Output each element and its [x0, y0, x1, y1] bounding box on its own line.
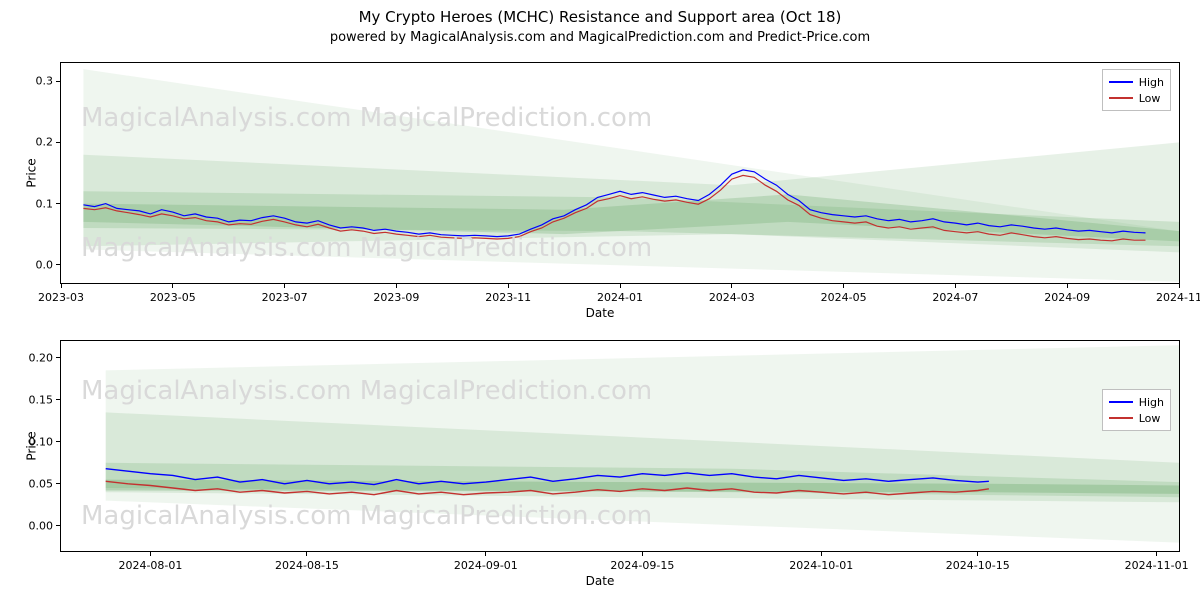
xtick-mark: [61, 283, 62, 288]
legend-item: Low: [1109, 90, 1164, 106]
legend-label: Low: [1139, 412, 1161, 425]
figure: My Crypto Heroes (MCHC) Resistance and S…: [0, 0, 1200, 600]
xtick-label: 2023-05: [150, 291, 196, 304]
bottom-chart-panel: Price MagicalAnalysis.com MagicalPredict…: [60, 340, 1180, 552]
xtick-mark: [821, 551, 822, 556]
bottom-chart-svg: [61, 341, 1179, 551]
xtick-label: 2024-11-01: [1125, 559, 1189, 572]
top-legend: High Low: [1102, 69, 1171, 111]
legend-item: High: [1109, 394, 1164, 410]
chart-subtitle: powered by MagicalAnalysis.com and Magic…: [0, 30, 1200, 45]
ytick-mark: [56, 525, 61, 526]
legend-label: High: [1139, 396, 1164, 409]
legend-swatch: [1109, 81, 1133, 83]
ytick-mark: [56, 142, 61, 143]
ytick-mark: [56, 483, 61, 484]
xtick-mark: [172, 283, 173, 288]
ytick-mark: [56, 399, 61, 400]
xtick-mark: [731, 283, 732, 288]
xtick-label: 2024-01: [597, 291, 643, 304]
ytick-label: 0.1: [21, 197, 53, 210]
ytick-mark: [56, 81, 61, 82]
xtick-mark: [150, 551, 151, 556]
xtick-mark: [284, 283, 285, 288]
xtick-mark: [843, 283, 844, 288]
ytick-label: 0.0: [21, 258, 53, 271]
xtick-mark: [306, 551, 307, 556]
xtick-label: 2023-11: [485, 291, 531, 304]
xtick-label: 2023-09: [373, 291, 419, 304]
top-chart-svg: [61, 63, 1179, 283]
ytick-mark: [56, 203, 61, 204]
ytick-mark: [56, 264, 61, 265]
xtick-label: 2024-05: [821, 291, 867, 304]
top-ylabel: Price: [25, 158, 39, 187]
xtick-label: 2024-09-01: [454, 559, 518, 572]
xtick-mark: [1067, 283, 1068, 288]
xtick-mark: [620, 283, 621, 288]
top-xlabel: Date: [0, 306, 1200, 320]
xtick-label: 2024-03: [709, 291, 755, 304]
legend-label: Low: [1139, 92, 1161, 105]
legend-label: High: [1139, 76, 1164, 89]
ytick-label: 0.15: [21, 393, 53, 406]
xtick-label: 2023-07: [262, 291, 308, 304]
ytick-label: 0.10: [21, 435, 53, 448]
legend-item: Low: [1109, 410, 1164, 426]
ytick-label: 0.05: [21, 477, 53, 490]
xtick-label: 2024-09: [1044, 291, 1090, 304]
ytick-mark: [56, 357, 61, 358]
chart-title: My Crypto Heroes (MCHC) Resistance and S…: [0, 8, 1200, 26]
xtick-mark: [508, 283, 509, 288]
ytick-label: 0.20: [21, 351, 53, 364]
xtick-mark: [642, 551, 643, 556]
xtick-label: 2024-10-15: [946, 559, 1010, 572]
xtick-label: 2024-08-15: [275, 559, 339, 572]
xtick-label: 2024-11: [1156, 291, 1200, 304]
ytick-label: 0.3: [21, 75, 53, 88]
legend-swatch: [1109, 417, 1133, 419]
xtick-mark: [955, 283, 956, 288]
xtick-mark: [396, 283, 397, 288]
xtick-label: 2023-03: [38, 291, 84, 304]
legend-item: High: [1109, 74, 1164, 90]
top-chart-panel: Price MagicalAnalysis.com MagicalPredict…: [60, 62, 1180, 284]
xtick-label: 2024-10-01: [789, 559, 853, 572]
legend-swatch: [1109, 97, 1133, 99]
xtick-mark: [485, 551, 486, 556]
ytick-label: 0.00: [21, 519, 53, 532]
bottom-legend: High Low: [1102, 389, 1171, 431]
xtick-mark: [1179, 283, 1180, 288]
bottom-xlabel: Date: [0, 574, 1200, 588]
xtick-mark: [1156, 551, 1157, 556]
legend-swatch: [1109, 401, 1133, 403]
xtick-label: 2024-07: [932, 291, 978, 304]
xtick-label: 2024-08-01: [118, 559, 182, 572]
ytick-label: 0.2: [21, 136, 53, 149]
xtick-mark: [977, 551, 978, 556]
xtick-label: 2024-09-15: [610, 559, 674, 572]
ytick-mark: [56, 441, 61, 442]
